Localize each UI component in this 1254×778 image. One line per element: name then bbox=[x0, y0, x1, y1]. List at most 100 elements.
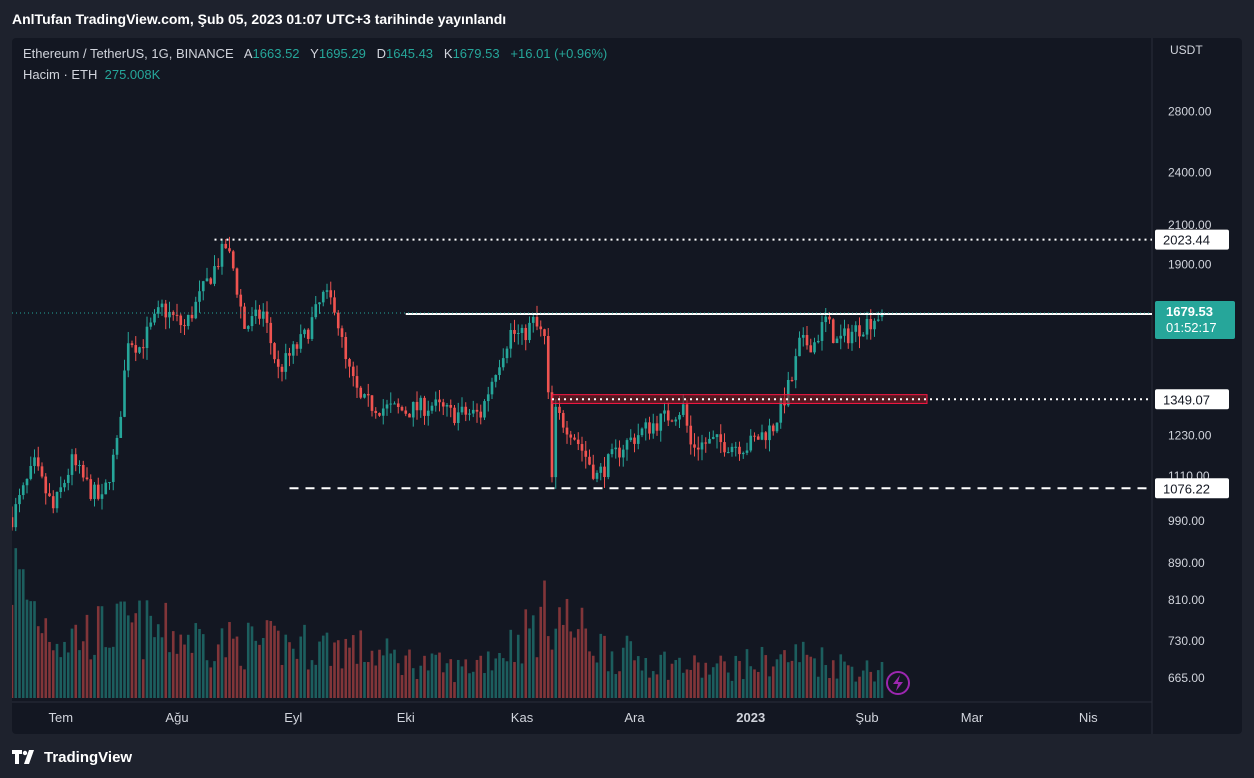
candle-body[interactable] bbox=[471, 409, 475, 414]
candle-body[interactable] bbox=[231, 251, 235, 269]
candle-body[interactable] bbox=[595, 472, 599, 479]
candle-body[interactable] bbox=[85, 477, 89, 480]
candle-body[interactable] bbox=[501, 358, 505, 368]
candle-body[interactable] bbox=[325, 290, 329, 292]
candle-body[interactable] bbox=[505, 348, 509, 359]
candle-body[interactable] bbox=[295, 344, 299, 349]
candle-body[interactable] bbox=[303, 329, 306, 335]
candle-body[interactable] bbox=[520, 327, 524, 333]
candle-body[interactable] bbox=[756, 436, 760, 440]
candle-body[interactable] bbox=[441, 402, 445, 407]
candle-body[interactable] bbox=[640, 428, 644, 436]
candle-body[interactable] bbox=[528, 322, 531, 341]
candle-body[interactable] bbox=[813, 342, 816, 353]
candle-body[interactable] bbox=[734, 446, 738, 448]
candle-body[interactable] bbox=[78, 464, 81, 466]
candle-body[interactable] bbox=[29, 465, 33, 479]
candle-body[interactable] bbox=[708, 438, 711, 444]
candle-body[interactable] bbox=[741, 452, 745, 455]
candle-body[interactable] bbox=[126, 343, 130, 371]
candle-body[interactable] bbox=[220, 243, 224, 267]
candle-body[interactable] bbox=[393, 403, 396, 405]
candle-body[interactable] bbox=[63, 482, 66, 488]
candle-body[interactable] bbox=[419, 397, 423, 411]
candle-body[interactable] bbox=[44, 476, 48, 494]
candle-body[interactable] bbox=[138, 347, 141, 353]
candle-body[interactable] bbox=[764, 432, 768, 441]
candle-body[interactable] bbox=[389, 403, 393, 405]
candle-body[interactable] bbox=[749, 435, 753, 451]
candle-body[interactable] bbox=[659, 413, 663, 431]
candle-body[interactable] bbox=[760, 432, 764, 440]
candle-body[interactable] bbox=[468, 413, 471, 415]
candle-body[interactable] bbox=[21, 485, 25, 496]
candle-body[interactable] bbox=[858, 325, 861, 337]
candle-body[interactable] bbox=[243, 306, 246, 329]
candle-body[interactable] bbox=[704, 442, 708, 444]
candle-body[interactable] bbox=[599, 466, 603, 473]
candle-body[interactable] bbox=[14, 504, 18, 528]
candle-body[interactable] bbox=[415, 401, 419, 411]
candle-body[interactable] bbox=[573, 437, 576, 440]
candle-body[interactable] bbox=[558, 406, 561, 413]
candle-body[interactable] bbox=[336, 312, 340, 329]
candle-body[interactable] bbox=[333, 297, 336, 313]
candle-body[interactable] bbox=[453, 407, 456, 423]
candle-body[interactable] bbox=[445, 404, 449, 407]
price-chart[interactable]: USDT 2800.00 2400.00 2100.00 1900.00 1230.00 1… bbox=[12, 38, 1242, 734]
candle-body[interactable] bbox=[805, 335, 809, 346]
candle-body[interactable] bbox=[629, 437, 633, 441]
candle-body[interactable] bbox=[625, 440, 629, 450]
candle-body[interactable] bbox=[771, 425, 775, 432]
candle-body[interactable] bbox=[198, 291, 201, 302]
candle-body[interactable] bbox=[873, 320, 876, 330]
candle-body[interactable] bbox=[224, 243, 228, 249]
candle-body[interactable] bbox=[96, 484, 100, 499]
candle-body[interactable] bbox=[524, 327, 528, 341]
candle-body[interactable] bbox=[753, 435, 756, 437]
candle-body[interactable] bbox=[681, 404, 685, 415]
candle-body[interactable] bbox=[603, 466, 606, 478]
candle-body[interactable] bbox=[36, 457, 40, 467]
candle-body[interactable] bbox=[798, 337, 801, 357]
candle-body[interactable] bbox=[186, 314, 190, 326]
candle-body[interactable] bbox=[235, 268, 239, 295]
candle-body[interactable] bbox=[513, 329, 516, 334]
candle-body[interactable] bbox=[66, 474, 70, 483]
candle-body[interactable] bbox=[340, 328, 344, 337]
candle-body[interactable] bbox=[48, 493, 51, 497]
candle-body[interactable] bbox=[809, 345, 813, 353]
candle-body[interactable] bbox=[12, 517, 14, 528]
candle-body[interactable] bbox=[194, 301, 198, 319]
candle-body[interactable] bbox=[490, 381, 494, 395]
candle-body[interactable] bbox=[700, 442, 704, 450]
candle-body[interactable] bbox=[494, 375, 498, 382]
candle-body[interactable] bbox=[276, 359, 280, 367]
candle-body[interactable] bbox=[228, 248, 231, 252]
candle-body[interactable] bbox=[306, 329, 310, 339]
candle-body[interactable] bbox=[329, 290, 333, 298]
candle-body[interactable] bbox=[543, 329, 546, 336]
candle-body[interactable] bbox=[134, 345, 138, 353]
candle-body[interactable] bbox=[869, 318, 873, 330]
candle-body[interactable] bbox=[70, 454, 74, 475]
candle-body[interactable] bbox=[618, 447, 621, 458]
candle-body[interactable] bbox=[89, 479, 93, 499]
candle-body[interactable] bbox=[498, 367, 501, 376]
candle-body[interactable] bbox=[790, 379, 794, 381]
candle-body[interactable] bbox=[404, 410, 408, 414]
candle-body[interactable] bbox=[351, 366, 355, 377]
candle-body[interactable] bbox=[670, 420, 674, 422]
candle-body[interactable] bbox=[550, 392, 554, 478]
candle-body[interactable] bbox=[156, 307, 160, 314]
candle-body[interactable] bbox=[456, 412, 460, 423]
candle-body[interactable] bbox=[423, 397, 426, 416]
candle-body[interactable] bbox=[674, 419, 678, 422]
candle-body[interactable] bbox=[794, 356, 798, 381]
candle-body[interactable] bbox=[239, 294, 243, 307]
candle-body[interactable] bbox=[644, 422, 648, 429]
candle-body[interactable] bbox=[516, 332, 520, 334]
candle-body[interactable] bbox=[111, 454, 115, 483]
candle-body[interactable] bbox=[723, 442, 726, 453]
candle-body[interactable] bbox=[434, 399, 438, 406]
